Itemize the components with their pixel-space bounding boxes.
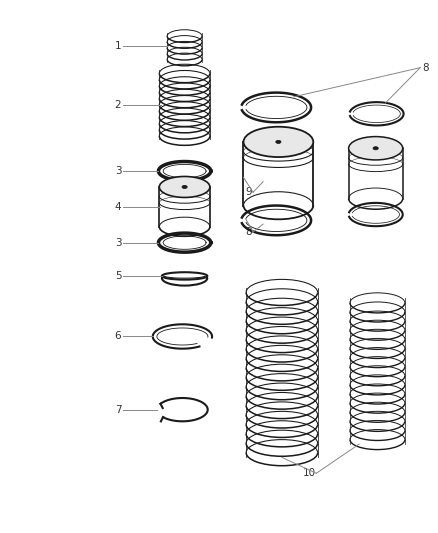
Text: 3: 3: [114, 166, 121, 176]
Ellipse shape: [182, 185, 187, 189]
Text: 8: 8: [421, 63, 428, 72]
Text: 2: 2: [114, 100, 121, 110]
Ellipse shape: [372, 147, 378, 150]
Text: 4: 4: [114, 202, 121, 212]
Ellipse shape: [159, 176, 209, 197]
Text: 10: 10: [302, 469, 315, 478]
Ellipse shape: [243, 127, 313, 157]
Text: 6: 6: [114, 332, 121, 342]
Ellipse shape: [162, 272, 207, 280]
Polygon shape: [348, 148, 402, 199]
Ellipse shape: [275, 140, 280, 143]
Ellipse shape: [348, 136, 402, 160]
Text: 3: 3: [114, 238, 121, 248]
Text: 1: 1: [114, 42, 121, 52]
Polygon shape: [159, 187, 209, 227]
Text: 7: 7: [114, 405, 121, 415]
Text: 8: 8: [245, 227, 252, 237]
Text: 9: 9: [245, 187, 252, 197]
Polygon shape: [243, 142, 313, 206]
Text: 5: 5: [114, 271, 121, 281]
